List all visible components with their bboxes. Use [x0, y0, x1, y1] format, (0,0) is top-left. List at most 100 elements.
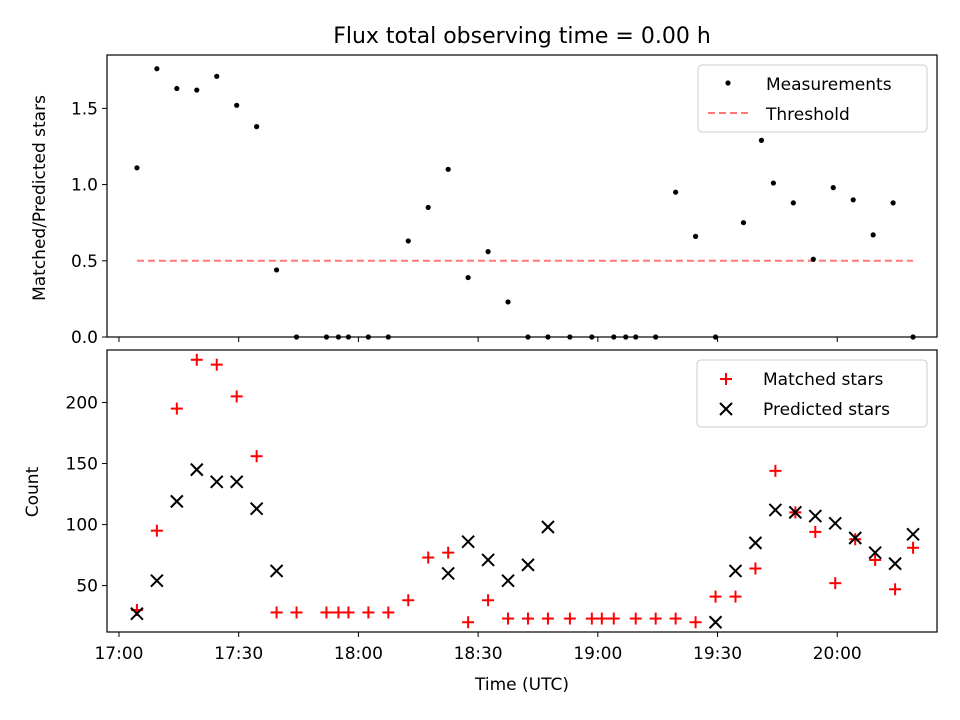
- top-legend-box: [697, 64, 928, 133]
- x-tick-label: 18:30: [454, 644, 503, 664]
- predicted-star-point: [906, 527, 920, 542]
- matched-star-point: [342, 606, 355, 619]
- matched-star-point: [629, 612, 642, 625]
- predicted-star-point: [868, 545, 882, 560]
- measurement-point: [505, 299, 511, 305]
- matched-star-point: [150, 524, 163, 537]
- measurement-point: [465, 274, 471, 281]
- predicted-star-point: [269, 564, 284, 578]
- measurement-point: [758, 137, 765, 143]
- count-points-layer: [130, 353, 920, 629]
- measurement-point: [174, 85, 180, 92]
- matched-star-point: [382, 606, 395, 619]
- bottom-legend: Matched stars Predicted stars: [696, 359, 928, 428]
- bottom-y-axis-label: Count: [23, 466, 43, 517]
- predicted-star-point: [788, 505, 803, 520]
- top-y-axis-label: Matched/Predicted stars: [30, 95, 50, 301]
- matched-star-point: [502, 612, 515, 625]
- matched-star-point: [689, 616, 702, 629]
- top-y-tick-label: 1.5: [71, 99, 98, 119]
- matched-star-point: [462, 616, 475, 629]
- measurement-point: [405, 238, 411, 244]
- predicted-star-point: [541, 520, 555, 534]
- predicted-star-point: [828, 516, 842, 531]
- predicted-star-point: [748, 536, 763, 550]
- predicted-stars-legend-label: Predicted stars: [763, 400, 890, 420]
- measurement-point: [692, 233, 699, 239]
- measurement-point: [214, 73, 220, 79]
- bottom-y-tick-label: 50: [76, 577, 98, 597]
- top-panel: Flux total observing time = 0.00 h Match…: [30, 24, 938, 348]
- top-x-ticks: [118, 337, 838, 342]
- predicted-star-point: [728, 564, 743, 578]
- matched-star-point: [482, 594, 495, 607]
- measurement-point: [790, 200, 796, 206]
- threshold-legend-label: Threshold: [765, 105, 850, 125]
- measurement-point: [445, 166, 451, 172]
- measurement-point: [254, 124, 260, 130]
- matched-star-point: [729, 590, 742, 603]
- predicted-star-point: [768, 503, 783, 517]
- predicted-star-point: [888, 556, 902, 571]
- predicted-star-point: [441, 566, 455, 581]
- bottom-axes-frame: [106, 349, 938, 633]
- matched-star-point: [907, 541, 920, 554]
- measurement-point: [134, 165, 140, 171]
- matched-star-point: [422, 551, 435, 564]
- matched-star-point: [541, 612, 554, 625]
- measurement-point: [194, 87, 200, 93]
- matched-stars-legend-marker: [720, 373, 732, 385]
- x-tick-label: 17:30: [214, 644, 263, 664]
- predicted-star-point: [170, 494, 184, 509]
- chart-title: Flux total observing time = 0.00 h: [333, 24, 711, 49]
- matched-star-point: [290, 606, 303, 619]
- measurement-point: [890, 200, 896, 206]
- predicted-star-point: [708, 615, 723, 629]
- bottom-legend-box: [696, 359, 928, 428]
- measurement-point: [425, 204, 431, 211]
- matched-star-point: [362, 606, 375, 619]
- matched-star-point: [320, 606, 333, 619]
- predicted-star-point: [808, 509, 823, 523]
- top-y-tick-label: 0.5: [71, 252, 98, 272]
- matched-star-point: [829, 577, 842, 590]
- predicted-star-point: [190, 462, 204, 477]
- measurements-layer: [134, 66, 916, 340]
- measurement-point: [273, 267, 280, 273]
- matched-star-point: [521, 612, 534, 625]
- matched-star-point: [170, 402, 183, 415]
- matched-star-point: [190, 353, 203, 366]
- top-y-tick-label: 0.0: [71, 328, 98, 348]
- bottom-y-tick-label: 200: [66, 393, 98, 413]
- predicted-stars-legend-marker: [719, 402, 733, 416]
- top-axes-frame: [106, 54, 938, 338]
- measurement-point: [770, 180, 776, 186]
- predicted-star-point: [249, 501, 264, 516]
- measurement-point: [673, 189, 679, 195]
- measurement-point: [154, 66, 160, 72]
- matched-star-point: [563, 612, 576, 625]
- measurement-point: [740, 220, 747, 226]
- matched-star-point: [230, 390, 243, 403]
- measurement-point: [810, 256, 816, 262]
- predicted-star-point: [130, 606, 144, 621]
- predicted-star-point: [461, 534, 475, 549]
- matched-star-point: [607, 612, 620, 625]
- x-tick-label: 19:00: [573, 644, 622, 664]
- matched-star-point: [210, 358, 223, 371]
- x-tick-label: 19:30: [693, 644, 742, 664]
- measurement-point: [850, 197, 856, 203]
- measurement-point: [485, 249, 491, 255]
- matched-star-point: [749, 562, 762, 575]
- measurement-point: [830, 185, 836, 191]
- matched-star-point: [869, 553, 882, 566]
- predicted-star-point: [501, 574, 515, 588]
- measurement-point: [870, 232, 876, 238]
- matched-star-point: [889, 583, 902, 596]
- x-tick-label: 17:00: [94, 644, 143, 664]
- matched-star-point: [442, 546, 455, 559]
- x-tick-label: 20:00: [813, 644, 862, 664]
- predicted-star-point: [848, 531, 862, 545]
